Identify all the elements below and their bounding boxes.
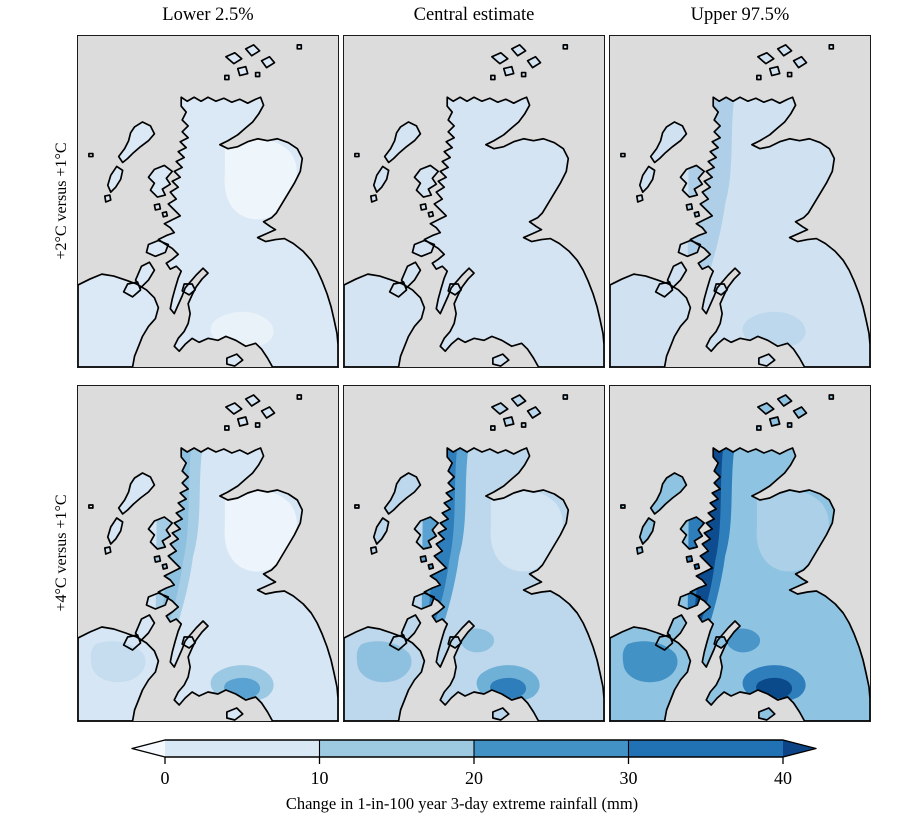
overlay-ni <box>622 641 678 683</box>
overlay-clyde <box>726 628 761 653</box>
colorbar-svg: 0 10 20 30 40 Change in 1-in-100 year 3-day e… <box>131 739 817 813</box>
overlay-ne <box>224 488 297 572</box>
map-svg <box>344 386 604 721</box>
colorbar-tick-label: 20 <box>465 768 483 788</box>
overlay-ni <box>356 641 412 683</box>
colorbar-tick-label: 40 <box>774 768 792 788</box>
map-svg <box>78 386 338 721</box>
map-svg <box>78 36 338 367</box>
map-panel-plus2-central <box>343 35 605 368</box>
map-panel-plus2-upper <box>609 35 871 368</box>
row-label-plus4: +4°C versus +1°C <box>53 494 70 612</box>
colorbar-over-arrow <box>783 740 816 757</box>
map-svg <box>610 36 870 367</box>
colorbar-tick-label: 10 <box>311 768 329 788</box>
colorbar-under-arrow <box>132 740 165 757</box>
map-svg <box>610 386 870 721</box>
colorbar-label: Change in 1-in-100 year 3-day extreme ra… <box>286 794 638 813</box>
column-title-lower: Lower 2.5% <box>162 5 254 25</box>
colorbar: 0 10 20 30 40 Change in 1-in-100 year 3-day e… <box>0 726 898 832</box>
overlay-clyde <box>460 628 495 653</box>
colorbar-tick-label: 0 <box>161 768 170 788</box>
overlay-ne <box>224 136 297 220</box>
map-panel-plus4-upper <box>609 385 871 722</box>
colorbar-tick-label: 30 <box>620 768 638 788</box>
overlay-ne <box>756 488 829 572</box>
map-svg <box>344 36 604 367</box>
overlay-ne <box>490 488 563 572</box>
colorbar-bin-10-20 <box>319 740 474 757</box>
colorbar-bin-30-40 <box>628 740 783 757</box>
overlay-ni <box>90 641 146 683</box>
row-label-plus2: +2°C versus +1°C <box>53 142 70 260</box>
colorbar-bin-20-30 <box>474 740 629 757</box>
column-title-upper: Upper 97.5% <box>690 5 790 25</box>
colorbar-bin-0-10 <box>165 740 320 757</box>
map-panel-plus4-lower <box>77 385 339 722</box>
map-panel-plus2-lower <box>77 35 339 368</box>
map-panel-plus4-central <box>343 385 605 722</box>
column-title-central: Central estimate <box>413 5 535 25</box>
